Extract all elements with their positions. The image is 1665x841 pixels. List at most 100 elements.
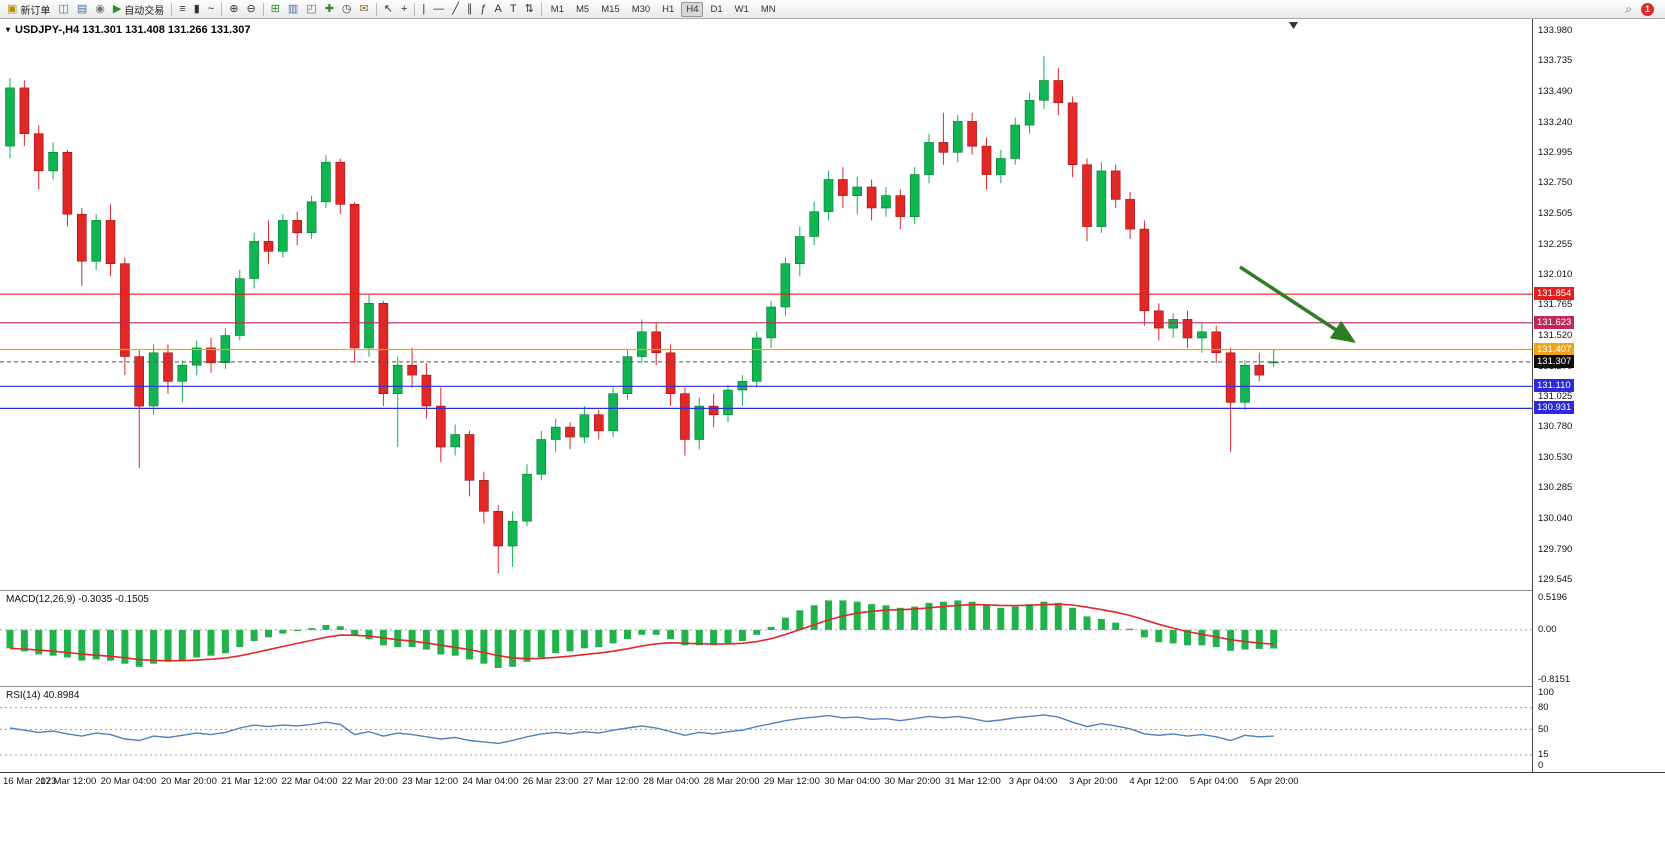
time-axis-label: 20 Mar 20:00: [160, 776, 217, 787]
timeframe-h4-button[interactable]: H4: [681, 1, 704, 17]
candlestick-mode-button[interactable]: ▮: [190, 1, 204, 18]
time-axis-label: 22 Mar 04:00: [281, 776, 338, 787]
channel-button[interactable]: ∥: [463, 1, 477, 18]
toolbar-separator: [221, 2, 223, 16]
charts-button[interactable]: ◫: [54, 1, 72, 18]
panel-splitter[interactable]: [0, 686, 1665, 687]
trendline-icon: ╱: [452, 2, 459, 15]
time-axis-label: 29 Mar 12:00: [763, 776, 820, 787]
templates-button[interactable]: ✉: [356, 1, 373, 18]
text-button[interactable]: A: [491, 1, 506, 18]
new-order-button[interactable]: ▣ 新订单: [3, 1, 54, 18]
arrows-tool-button[interactable]: ⇅: [521, 1, 538, 18]
vertical-line-button[interactable]: |: [418, 1, 429, 18]
price-tick: 131.025: [1538, 390, 1573, 402]
channel-icon: ∥: [466, 2, 473, 15]
bar-chart-mode-button[interactable]: ≡: [175, 1, 189, 18]
search-button[interactable]: ⌕: [1621, 1, 1636, 18]
text-label-icon: T: [509, 2, 517, 15]
macd-panel-canvas[interactable]: [0, 591, 1532, 686]
trend-arrow-annotation: [1239, 265, 1356, 343]
rsi-scale-tick: 80: [1538, 701, 1549, 713]
horizontal-line-button[interactable]: —: [429, 1, 448, 18]
price-tick: 132.010: [1538, 268, 1573, 280]
price-chart-canvas[interactable]: [0, 19, 1532, 590]
text-label-button[interactable]: T: [506, 1, 521, 18]
bar-chart-mode-icon: ≡: [179, 2, 186, 15]
timeframe-d1-button[interactable]: D1: [710, 3, 723, 15]
cursor-icon: ↖: [383, 2, 393, 15]
toolbar: ▣ 新订单 ◫ ▤ ◉ ▶ 自动交易 ≡ ▮ ~ ⊕ ⊖ ⊞ ▥ ◰ ✚ ◷ ✉ ↖ + | — ╱ ∥ ƒ A T ⇅ M1 M5 M15…: [0, 0, 1665, 19]
line-chart-mode-icon: ~: [207, 2, 215, 15]
price-axis[interactable]: 133.980 133.735 133.490 133.240 132.995 132.7…: [1532, 19, 1665, 772]
auto-trading-button[interactable]: ▶ 自动交易: [109, 1, 168, 18]
fibonacci-button[interactable]: ƒ: [476, 1, 490, 18]
price-line-badge: 131.854: [1534, 287, 1575, 301]
line-chart-mode-button[interactable]: ~: [204, 1, 218, 18]
price-tick: 132.750: [1538, 177, 1573, 189]
time-axis-label: 4 Apr 12:00: [1129, 776, 1178, 787]
toolbar-right: ⌕ 1: [1621, 1, 1662, 18]
macd-scale-tick: 0.5196: [1538, 592, 1568, 603]
time-axis-label: 31 Mar 12:00: [944, 776, 1001, 787]
time-axis-label: 3 Apr 20:00: [1069, 776, 1118, 787]
price-tick: 133.980: [1538, 25, 1573, 36]
macd-scale-tick: 0.00: [1538, 623, 1557, 635]
cursor-button[interactable]: ↖: [380, 1, 397, 18]
arrows-tool-icon: ⇅: [524, 2, 534, 15]
chart-title: ▾ USDJPY-,H4 131.301 131.408 131.266 131…: [6, 24, 250, 36]
cascade-windows-icon: ◰: [306, 2, 317, 15]
tile-windows-icon: ▥: [287, 2, 299, 15]
zoom-in-button[interactable]: ⊕: [225, 1, 242, 18]
profiles-button[interactable]: ▤: [73, 1, 91, 18]
auto-trading-icon: ▶: [112, 2, 122, 15]
toolbar-separator: [540, 2, 542, 16]
time-axis-label: 21 Mar 12:00: [221, 776, 278, 787]
toolbar-separator: [414, 2, 416, 16]
time-axis-label: 30 Mar 20:00: [884, 776, 941, 787]
indicators-button[interactable]: ✚: [321, 1, 338, 18]
cascade-windows-button[interactable]: ◰: [302, 1, 320, 18]
zoom-out-button[interactable]: ⊖: [242, 1, 259, 18]
auto-trading-label: 自动交易: [124, 5, 165, 17]
chart-menu-icon[interactable]: ▾: [6, 25, 11, 34]
toolbar-separator: [375, 2, 377, 16]
time-axis-label: 24 Mar 04:00: [462, 776, 519, 787]
price-line-badge: 130.931: [1534, 401, 1575, 415]
time-axis-label: 28 Mar 04:00: [643, 776, 700, 787]
time-axis-label: 16 Mar 2023: [3, 776, 57, 787]
timeframe-m5-button[interactable]: M5: [576, 3, 590, 15]
tile-windows-button[interactable]: ▥: [284, 1, 302, 18]
price-line-badge: 131.110: [1534, 379, 1574, 393]
vertical-line-icon: |: [422, 2, 426, 15]
timeframe-m15-button[interactable]: M15: [601, 3, 620, 15]
trendline-button[interactable]: ╱: [448, 1, 463, 18]
price-tick: 130.040: [1538, 512, 1573, 524]
zoom-in-icon: ⊕: [229, 2, 239, 15]
terminal-icon: ◉: [95, 2, 105, 15]
timeframe-m30-button[interactable]: M30: [631, 3, 651, 15]
timeframe-m1-button[interactable]: M1: [550, 3, 564, 15]
timeframe-mn-button[interactable]: MN: [760, 3, 776, 15]
timeframe-w1-button[interactable]: W1: [734, 3, 749, 15]
rsi-panel-canvas[interactable]: [0, 687, 1532, 772]
crosshair-button[interactable]: +: [397, 1, 411, 18]
terminal-button[interactable]: ◉: [91, 1, 109, 18]
rsi-scale-tick: 0: [1538, 760, 1544, 771]
timeframe-h1-button[interactable]: H1: [662, 3, 675, 15]
notifications-badge[interactable]: 1: [1641, 2, 1654, 16]
panel-splitter[interactable]: [0, 590, 1665, 591]
price-tick: 131.520: [1538, 329, 1573, 341]
horizontal-line-icon: —: [433, 2, 445, 15]
time-axis-label: 23 Mar 12:00: [402, 776, 459, 787]
auto-scroll-icon: ⊞: [270, 2, 280, 15]
time-axis[interactable]: 16 Mar 2023 17 Mar 12:00 20 Mar 04:00 20 Ma…: [0, 772, 1665, 792]
rsi-label: RSI(14) 40.8984: [6, 690, 80, 701]
crosshair-icon: +: [400, 2, 408, 15]
chart-title-text: USDJPY-,H4 131.301 131.408 131.266 131.3…: [15, 24, 251, 36]
price-tick: 133.735: [1538, 55, 1573, 67]
periods-button[interactable]: ◷: [338, 1, 356, 18]
current-price-badge: 131.307: [1534, 354, 1575, 368]
price-tick: 133.240: [1538, 116, 1573, 128]
auto-scroll-button[interactable]: ⊞: [267, 1, 284, 18]
